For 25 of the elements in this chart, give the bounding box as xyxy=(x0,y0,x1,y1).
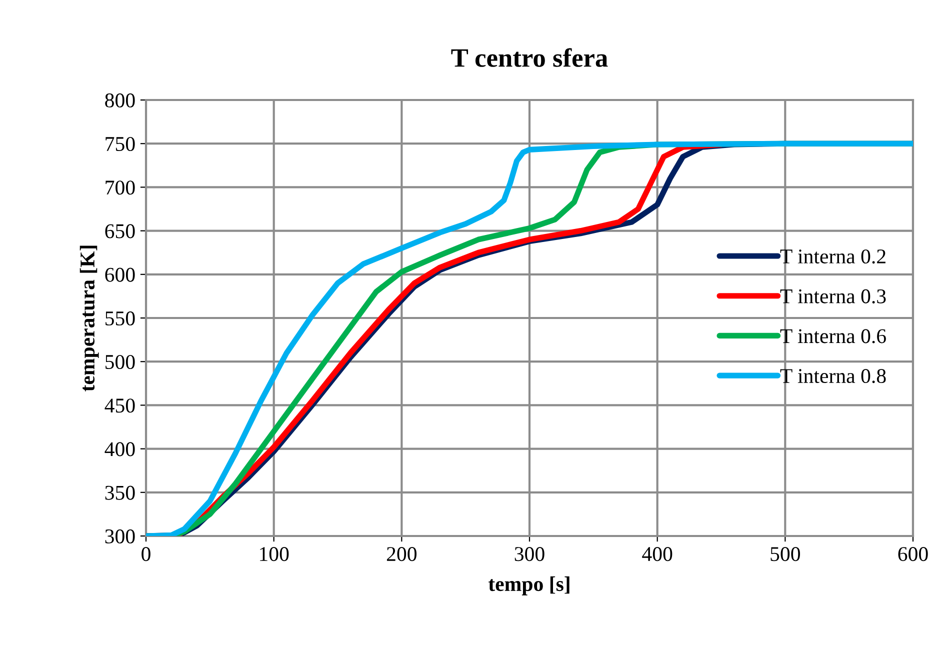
x-tick-label: 500 xyxy=(770,547,800,562)
legend-label: T interna 0.6 xyxy=(780,329,886,344)
x-tick-label: 200 xyxy=(386,547,416,562)
y-tick-label: 700 xyxy=(106,180,135,195)
chart-title: T centro sfera xyxy=(451,48,608,67)
y-axis-title: temperatura [K] xyxy=(80,246,99,392)
x-tick-label: 100 xyxy=(260,547,289,562)
y-tick-label: 300 xyxy=(105,529,135,544)
y-tick-label: 550 xyxy=(106,311,135,326)
x-tick-label: 300 xyxy=(514,547,544,562)
y-tick-label: 750 xyxy=(106,136,135,152)
legend-label: T interna 0.3 xyxy=(780,289,886,304)
legend-label: T interna 0.2 xyxy=(780,249,886,264)
x-tick-label: 0 xyxy=(142,547,150,562)
y-tick-label: 400 xyxy=(104,442,135,456)
x-tick-label: 400 xyxy=(642,547,672,562)
y-tick-label: 350 xyxy=(105,486,135,500)
y-tick-label: 800 xyxy=(105,93,135,108)
x-axis-title: tempo [s] xyxy=(488,576,570,596)
x-tick-label: 600 xyxy=(898,547,928,562)
y-tick-label: 600 xyxy=(105,268,135,282)
legend-label: T interna 0.8 xyxy=(780,369,886,384)
y-tick-label: 650 xyxy=(105,224,135,238)
y-tick-label: 450 xyxy=(104,398,135,413)
y-tick-label: 500 xyxy=(106,354,135,370)
